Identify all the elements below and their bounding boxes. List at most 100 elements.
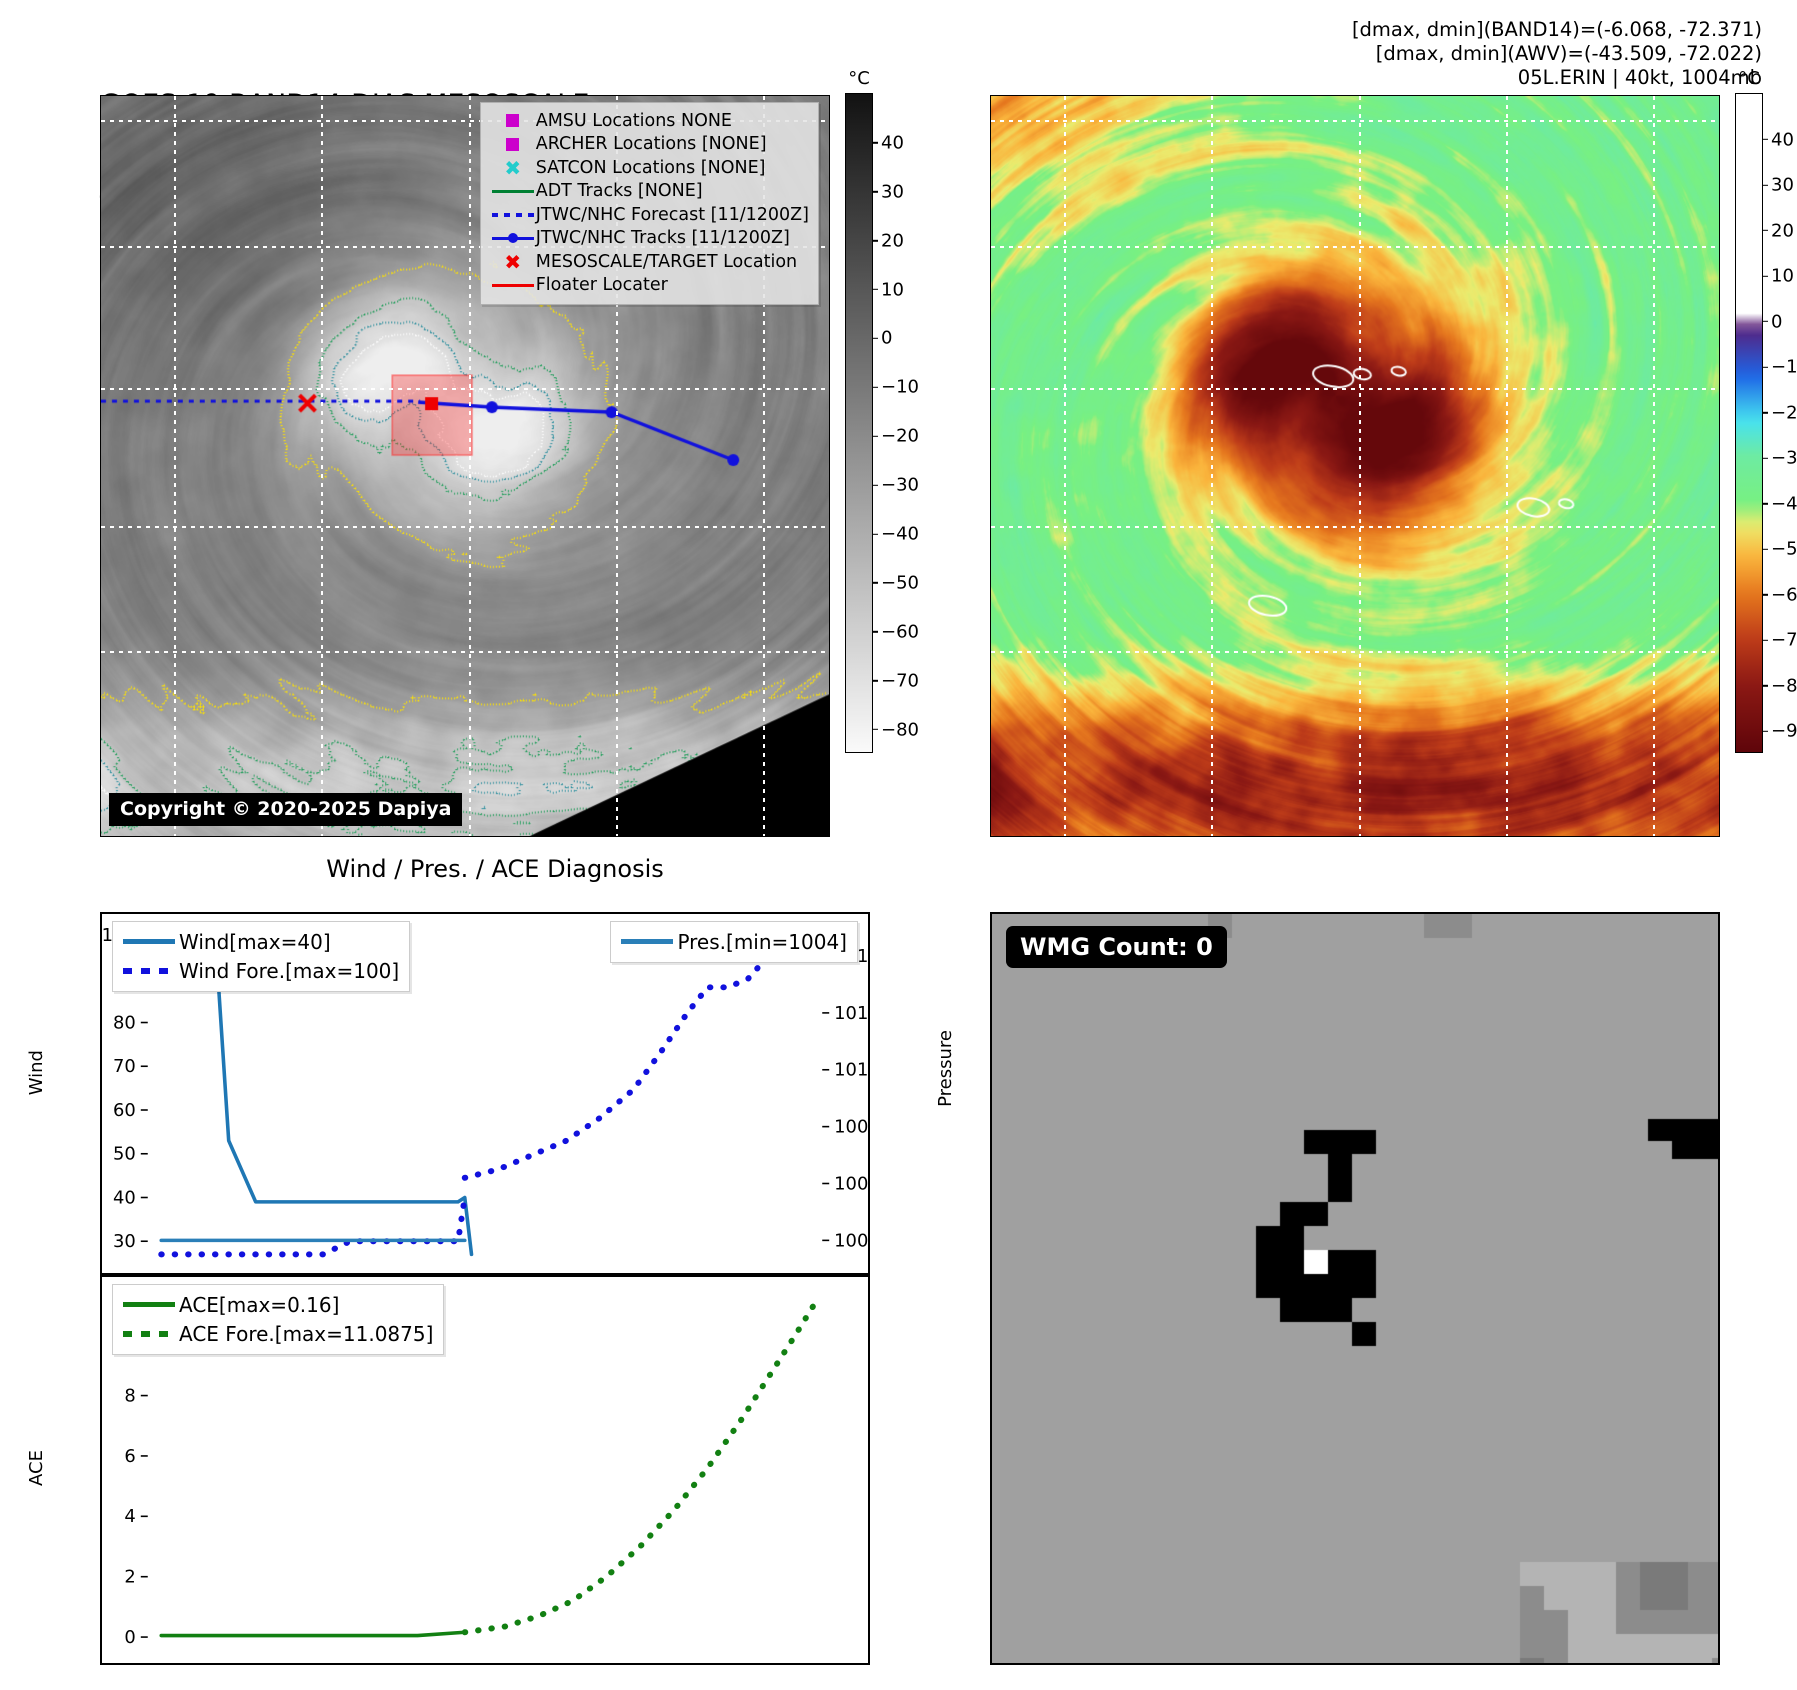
- colorbar-tick: −70: [872, 670, 919, 691]
- svg-text:1004: 1004: [834, 1230, 868, 1251]
- ace-chart[interactable]: 0246810 ACE[max=0.16] ACE Fore.[max=11.0…: [100, 1275, 870, 1665]
- line-icon: [490, 283, 536, 287]
- colorbar-tick: 0: [1762, 311, 1782, 332]
- square-icon: [490, 137, 536, 151]
- colorbar-tick: −90: [1762, 721, 1797, 742]
- legend-label-floater: Floater Locater: [535, 275, 668, 296]
- colorbar-tick: −50: [1762, 539, 1797, 560]
- copyright-notice: Copyright © 2020-2025 Dapiya: [109, 793, 463, 826]
- legend-item-tracks[interactable]: JTWC/NHC Tracks [11/1200Z]: [490, 227, 809, 251]
- legend-item-adt[interactable]: ADT Tracks [NONE]: [490, 180, 809, 204]
- lon-tick-30w: 30°W: [1185, 836, 1237, 837]
- legend-item-wind[interactable]: Wind[max=40]: [123, 927, 399, 956]
- legend-item-amsu[interactable]: AMSU Locations NONE: [490, 109, 809, 133]
- colorbar-tick: −60: [872, 621, 919, 642]
- ir-colorbar-unit: °C: [848, 68, 870, 89]
- legend-label-tracks: JTWC/NHC Tracks [11/1200Z]: [535, 228, 790, 249]
- colorbar-tick: 30: [872, 181, 904, 202]
- colorbar-tick: −80: [872, 719, 919, 740]
- square-icon: [490, 114, 536, 128]
- lat-tick-16n: 16°N: [100, 515, 101, 537]
- colorbar-tick: 20: [1762, 220, 1794, 241]
- stat-band14-range: [dmax, dmin](BAND14)=(-6.068, -72.371): [1351, 18, 1762, 41]
- awv-colorbar[interactable]: °C 40 30 20 10 0 −10 −20 −30 −40 −50 −60 −70 −80 −90: [1735, 68, 1797, 753]
- legend-item-ace[interactable]: ACE[max=0.16]: [123, 1290, 433, 1319]
- lon-tick-32w: 32°W: [1038, 836, 1090, 837]
- colorbar-tick: 20: [872, 230, 904, 251]
- svg-text:1008: 1008: [834, 1117, 868, 1138]
- legend-item-ace-forecast[interactable]: ACE Fore.[max=11.0875]: [123, 1319, 433, 1348]
- awv-colorbar-unit: °C: [1738, 68, 1760, 89]
- colorbar-tick: −60: [1762, 584, 1797, 605]
- legend-item-satcon[interactable]: ✖ SATCON Locations [NONE]: [490, 156, 809, 180]
- svg-text:6: 6: [124, 1446, 135, 1467]
- svg-text:1012: 1012: [834, 1003, 868, 1024]
- map-legend[interactable]: AMSU Locations NONE ARCHER Locations [NO…: [479, 102, 819, 305]
- legend-item-wind-forecast[interactable]: Wind Fore.[max=100]: [123, 956, 399, 985]
- wmg-mask-image: [992, 914, 1718, 1663]
- pressure-legend[interactable]: Pres.[min=1004]: [610, 921, 858, 963]
- ace-legend[interactable]: ACE[max=0.16] ACE Fore.[max=11.0875]: [112, 1284, 445, 1355]
- legend-label-wind-forecast: Wind Fore.[max=100]: [179, 958, 400, 983]
- svg-text:2: 2: [124, 1567, 135, 1588]
- colorbar-tick: −30: [1762, 448, 1797, 469]
- lon-tick-26w: 26°W: [1480, 836, 1532, 837]
- lat-tick-14n: 14°N: [990, 640, 991, 662]
- colorbar-tick: −10: [872, 377, 919, 398]
- ir-satellite-panel[interactable]: 22°N 20°N 18°N 16°N 14°N 32°W 30°W 28°W …: [100, 95, 830, 837]
- colorbar-tick: 0: [872, 328, 892, 349]
- legend-label-adt: ADT Tracks [NONE]: [535, 181, 703, 202]
- colorbar-tick: 40: [872, 132, 904, 153]
- ir-colorbar[interactable]: °C 40 30 20 10 0 −10 −20 −30 −40 −50 −60 −70 −80: [845, 68, 919, 753]
- lon-tick-28w: 28°W: [1333, 836, 1385, 837]
- colorbar-tick: 10: [1762, 266, 1794, 287]
- awv-satellite-panel[interactable]: 22°N 20°N 18°N 16°N 14°N 32°W 30°W 28°W …: [990, 95, 1720, 837]
- legend-item-mesoscale[interactable]: ✖ MESOSCALE/TARGET Location: [490, 250, 809, 274]
- legend-label-ace-forecast: ACE Fore.[max=11.0875]: [179, 1321, 434, 1346]
- wmg-count-badge: WMG Count: 0: [1006, 926, 1227, 968]
- legend-label-pressure: Pres.[min=1004]: [677, 929, 847, 954]
- awv-satellite-image: [991, 96, 1719, 836]
- lon-tick-32w: 32°W: [148, 836, 200, 837]
- legend-item-floater[interactable]: Floater Locater: [490, 274, 809, 298]
- legend-label-satcon: SATCON Locations [NONE]: [535, 157, 766, 178]
- wind-pres-ace-title: Wind / Pres. / ACE Diagnosis: [326, 855, 664, 883]
- line-icon: [123, 939, 179, 944]
- svg-text:0: 0: [124, 1627, 135, 1648]
- line-icon: [123, 1302, 179, 1307]
- lat-tick-18n: 18°N: [100, 377, 101, 399]
- svg-text:70: 70: [113, 1056, 136, 1077]
- colorbar-tick: −70: [1762, 630, 1797, 651]
- legend-item-forecast[interactable]: JTWC/NHC Forecast [11/1200Z]: [490, 203, 809, 227]
- dotted-line-icon: [123, 1330, 179, 1337]
- svg-text:60: 60: [113, 1100, 136, 1121]
- colorbar-tick: −50: [872, 572, 919, 593]
- lon-tick-28w: 28°W: [443, 836, 495, 837]
- lat-tick-22n: 22°N: [990, 109, 991, 131]
- lat-tick-22n: 22°N: [100, 109, 101, 131]
- legend-item-archer[interactable]: ARCHER Locations [NONE]: [490, 133, 809, 157]
- legend-item-pressure[interactable]: Pres.[min=1004]: [621, 927, 847, 956]
- line-with-dot-icon: [490, 236, 536, 240]
- colorbar-tick: −10: [1762, 357, 1797, 378]
- legend-label-mesoscale: MESOSCALE/TARGET Location: [535, 251, 798, 272]
- wind-pressure-chart[interactable]: 3040506070809010010041006100810101012101…: [100, 912, 870, 1275]
- x-marker-icon: ✖: [504, 155, 522, 180]
- svg-text:80: 80: [113, 1013, 136, 1034]
- x-marker-icon: ✖: [504, 249, 522, 274]
- svg-text:8: 8: [124, 1386, 135, 1407]
- legend-label-amsu: AMSU Locations NONE: [535, 110, 732, 131]
- dotted-line-icon: [123, 967, 179, 974]
- wmg-panel[interactable]: WMG Count: 0: [990, 912, 1720, 1665]
- lat-tick-20n: 20°N: [100, 235, 101, 257]
- lon-tick-26w: 26°W: [590, 836, 642, 837]
- colorbar-tick: 30: [1762, 175, 1794, 196]
- ace-axis-label: ACE: [26, 1450, 47, 1486]
- svg-text:1006: 1006: [834, 1173, 868, 1194]
- lat-tick-14n: 14°N: [100, 640, 101, 662]
- line-icon: [621, 939, 677, 944]
- wind-legend[interactable]: Wind[max=40] Wind Fore.[max=100]: [112, 921, 411, 992]
- stat-awv-range: [dmax, dmin](AWV)=(-43.509, -72.022): [1375, 42, 1762, 65]
- legend-label-ace: ACE[max=0.16]: [179, 1292, 340, 1317]
- svg-text:1010: 1010: [834, 1060, 868, 1081]
